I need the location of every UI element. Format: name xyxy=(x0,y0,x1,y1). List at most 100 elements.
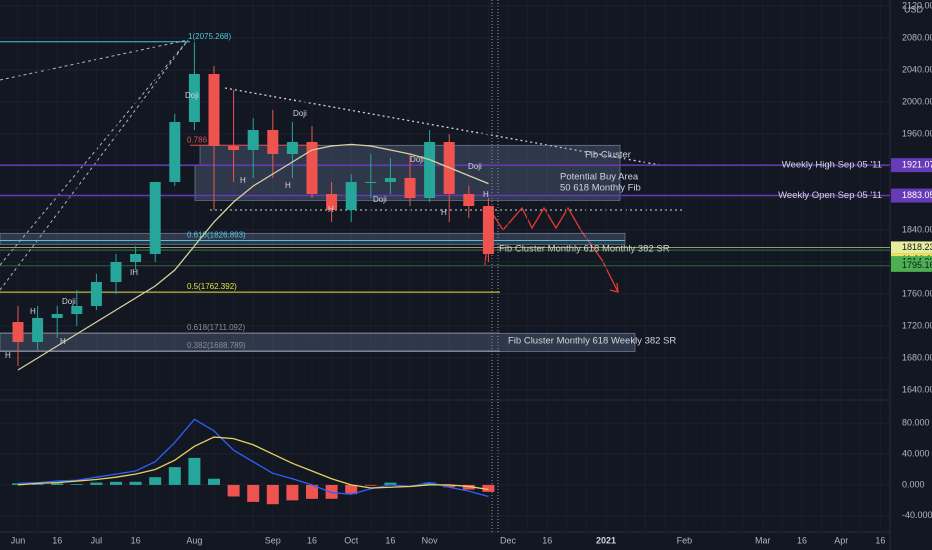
pattern-label: H xyxy=(30,307,36,316)
histogram-bar xyxy=(443,484,456,488)
histogram-bar xyxy=(168,467,181,485)
histogram-bar xyxy=(51,483,64,485)
histogram-bar xyxy=(462,484,475,490)
fib-label: 1(2075.268) xyxy=(188,32,231,41)
projection-path xyxy=(489,206,619,293)
x-tick-label: Dec xyxy=(500,535,517,545)
y-tick-label: 1840.00 xyxy=(902,224,932,234)
candle-body xyxy=(71,306,83,314)
candle-body xyxy=(32,318,44,342)
pattern-label: H xyxy=(328,205,334,214)
fib-label: 0.382(1688.789) xyxy=(187,341,246,350)
x-tick-label: Oct xyxy=(344,535,359,545)
x-tick-label: Mar xyxy=(755,535,771,545)
x-tick-label: Nov xyxy=(422,535,439,545)
y-tick-label: 2080.00 xyxy=(902,32,932,42)
price-tag-label: 1883.050 xyxy=(902,190,932,200)
candle-body xyxy=(267,130,279,154)
candle-body xyxy=(482,206,494,254)
histogram-bar xyxy=(208,478,220,485)
candle-body xyxy=(51,314,63,318)
candle-body xyxy=(130,254,142,262)
y-tick-label: 1680.00 xyxy=(902,352,932,362)
moving-average xyxy=(17,143,489,371)
candle-body xyxy=(188,74,200,122)
zone-label: Fib Cluster Monthly 618 Monthly 382 SR xyxy=(499,244,670,255)
histogram-bar xyxy=(384,482,397,485)
histogram-bar xyxy=(90,482,103,485)
pattern-label: H xyxy=(5,351,11,360)
price-tag-label: 1818.231 xyxy=(902,242,932,252)
trend-line xyxy=(0,39,189,266)
price-tag xyxy=(891,241,932,254)
x-tick-label: 16 xyxy=(131,535,141,545)
y-tick-label: 2120.00 xyxy=(902,0,932,10)
y-tick-label: 1760.00 xyxy=(902,288,932,298)
fib-label: 0.5(1762.392) xyxy=(187,282,237,291)
x-tick-label: 16 xyxy=(875,535,885,545)
pattern-label: H xyxy=(285,181,291,190)
x-tick-label: 16 xyxy=(385,535,395,545)
y-tick-label: 1640.00 xyxy=(902,384,932,394)
y-tick-label: 2000.00 xyxy=(902,96,932,106)
x-tick-label: Jun xyxy=(11,535,26,545)
y-tick-label: 2040.00 xyxy=(902,64,932,74)
histogram-bar xyxy=(31,484,44,485)
candle-body xyxy=(306,142,318,194)
y-tick-label: 80.000 xyxy=(902,418,930,428)
price-tag xyxy=(891,158,932,173)
candle-body xyxy=(12,322,24,342)
histogram-bar xyxy=(149,477,162,485)
x-tick-label: 2021 xyxy=(596,535,616,545)
fib-label: 0.786 xyxy=(187,135,208,144)
candle-body xyxy=(463,194,475,206)
y-tick-label: 40.000 xyxy=(902,448,930,458)
histogram-bar xyxy=(70,484,83,485)
candle-body xyxy=(286,142,298,154)
pattern-label: Doji xyxy=(185,91,199,100)
histogram-bar xyxy=(188,457,201,485)
x-tick-label: Aug xyxy=(186,535,202,545)
fib-label: 0.618(1826.893) xyxy=(187,231,246,240)
candle-body xyxy=(345,182,357,210)
histogram-bar xyxy=(12,483,24,485)
level-label: Weekly High Sep 05 '11 xyxy=(782,160,882,171)
histogram-bar xyxy=(266,484,279,505)
x-tick-label: 16 xyxy=(797,535,807,545)
pattern-label: H xyxy=(483,190,489,199)
histogram-bar xyxy=(423,482,436,485)
candle-body xyxy=(228,146,240,150)
arrow-head xyxy=(609,282,619,293)
y-tick-label: 0.000 xyxy=(902,479,925,489)
y-tick-label: 1960.00 xyxy=(902,128,932,138)
candle-body xyxy=(365,182,377,183)
price-tag-label: 1921.070 xyxy=(902,160,932,170)
histogram-bar xyxy=(129,481,142,485)
signal-line xyxy=(17,436,489,491)
y-tick-label: 1720.00 xyxy=(902,320,932,330)
x-tick-label: 16 xyxy=(52,535,62,545)
pattern-label: Doji xyxy=(468,162,482,171)
pattern-label: Doji xyxy=(62,297,76,306)
pattern-label: Doji xyxy=(373,195,387,204)
candle-body xyxy=(90,282,102,306)
candle-body xyxy=(384,178,396,182)
histogram-bar xyxy=(306,484,318,499)
x-tick-label: Sep xyxy=(265,535,281,545)
x-tick-label: Apr xyxy=(834,535,848,545)
trend-line xyxy=(224,87,661,166)
zone-label: Potential Buy Area xyxy=(560,172,639,183)
y-tick-label: -40.000 xyxy=(902,510,932,520)
pattern-label: H xyxy=(240,176,246,185)
fib-label: 0.618(1711.092) xyxy=(187,323,245,332)
price-tag xyxy=(891,259,932,272)
x-tick-label: Feb xyxy=(677,535,693,545)
trend-line xyxy=(0,39,189,81)
pattern-label: H xyxy=(60,337,66,346)
candle-body xyxy=(208,74,220,146)
level-label: Weekly Open Sep 05 '11 xyxy=(778,190,882,201)
candle-body xyxy=(247,130,259,150)
candle-body xyxy=(404,178,416,198)
